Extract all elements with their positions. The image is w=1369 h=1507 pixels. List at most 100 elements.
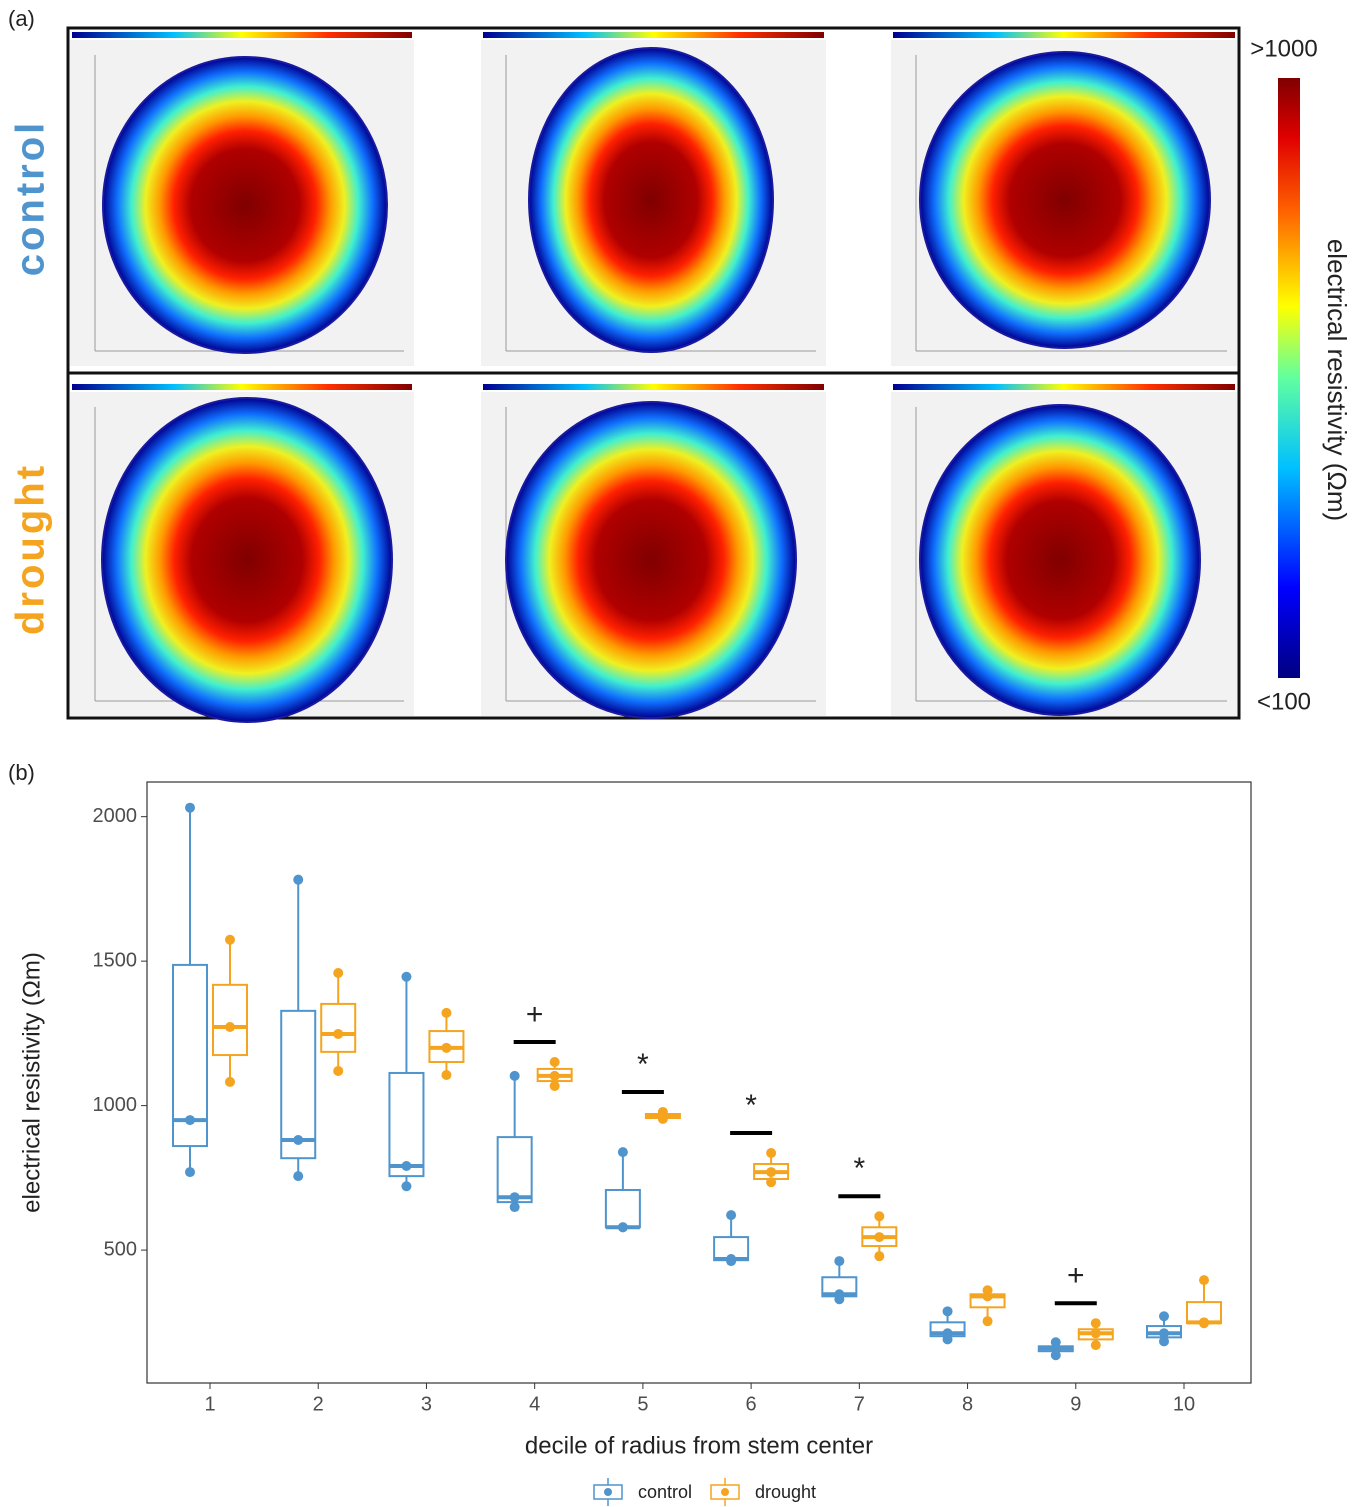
point [657,1106,668,1117]
box-group [496,1070,533,1213]
point [225,934,235,945]
box-group [861,1211,898,1262]
panel-b: (b) 500 1000 1500 2000 1 2 3 4 5 6 7 8 9 10 decile of r… [8,760,1252,1506]
tomogram [101,397,393,723]
significance-label: * [637,1048,649,1081]
point [441,1007,452,1018]
point [874,1251,885,1262]
legend-label: drought [755,1482,816,1502]
box-group [969,1285,1006,1327]
legend-label: control [638,1482,692,1502]
box-group [172,802,208,1178]
point [293,1134,304,1145]
point [766,1167,777,1178]
point [942,1328,953,1339]
point [942,1306,953,1317]
panel-label: (a) [8,6,35,31]
x-tick-label: 5 [637,1393,648,1415]
colorbar-title: electrical resistivity (Ωm) [1322,239,1352,521]
point [293,874,304,885]
row-label: drought [9,463,53,635]
box [388,1071,425,1178]
point [834,1289,845,1300]
x-tick-label: 10 [1173,1393,1195,1415]
x-tick-label: 6 [746,1393,757,1415]
point [225,1022,235,1033]
tomogram [528,47,774,353]
point [617,1222,628,1233]
colorbar-min: <100 [1257,688,1311,715]
point [185,1167,195,1178]
box-group [929,1306,966,1345]
box-group [388,971,425,1192]
box-group [428,1007,465,1080]
box-group [212,934,248,1087]
point [982,1316,993,1327]
y-tick-label: 2000 [93,805,138,827]
point [333,1028,344,1039]
x-tick-label: 8 [962,1393,973,1415]
point [509,1202,520,1213]
box-group [644,1106,681,1124]
point [333,1065,344,1076]
point [766,1148,777,1159]
box [604,1188,641,1229]
point [982,1285,993,1296]
y-tick-label: 1000 [93,1094,138,1116]
tomogram-scale [483,32,824,38]
tomogram-scale [72,384,412,390]
point [509,1192,520,1203]
tomogram-scale [72,32,412,38]
point [1159,1311,1169,1322]
x-tick-label: 1 [204,1393,215,1415]
significance-label: + [526,998,544,1031]
point [225,1076,235,1087]
x-tick-label: 2 [313,1393,324,1415]
y-tick-label: 1500 [93,949,138,971]
point [766,1177,777,1188]
x-tick-label: 4 [529,1393,540,1415]
significance-label: + [1067,1259,1085,1292]
point [1159,1336,1169,1347]
tomogram-scale [893,32,1235,38]
point [401,1181,412,1192]
point [185,1115,195,1126]
point [549,1070,560,1081]
tomogram-scale [893,384,1235,390]
box-group [1077,1318,1114,1351]
box-group [536,1056,573,1091]
tomogram [102,56,388,354]
colorbar-max: >1000 [1250,35,1317,62]
box-group [320,967,357,1076]
point [1050,1350,1061,1361]
point [401,1161,412,1172]
point [1050,1337,1061,1348]
legend-key [604,1488,612,1496]
box [320,1002,357,1053]
legend-key [721,1488,729,1496]
point [874,1211,885,1222]
point [1090,1340,1101,1351]
point [441,1042,452,1053]
point [441,1069,452,1080]
y-axis-label: electrical resistivity (Ωm) [18,952,45,1213]
tomogram-scale [483,384,824,390]
point [509,1070,520,1081]
significance-label: * [853,1152,865,1185]
panel-label: (b) [8,760,35,785]
point [1159,1328,1169,1339]
box [212,983,248,1057]
point [834,1256,845,1267]
significance-label: * [745,1089,757,1122]
row-label: control [9,120,53,277]
panel-a: (a) control drought >1000 <100 electrical res… [8,6,1352,723]
plot-border [146,781,1252,1384]
legend: control drought [593,1478,816,1506]
point [1199,1317,1209,1328]
box-group [1037,1337,1074,1361]
box-group [604,1147,641,1233]
point [1199,1275,1209,1286]
x-tick-label: 7 [854,1393,865,1415]
box-group [713,1210,750,1267]
